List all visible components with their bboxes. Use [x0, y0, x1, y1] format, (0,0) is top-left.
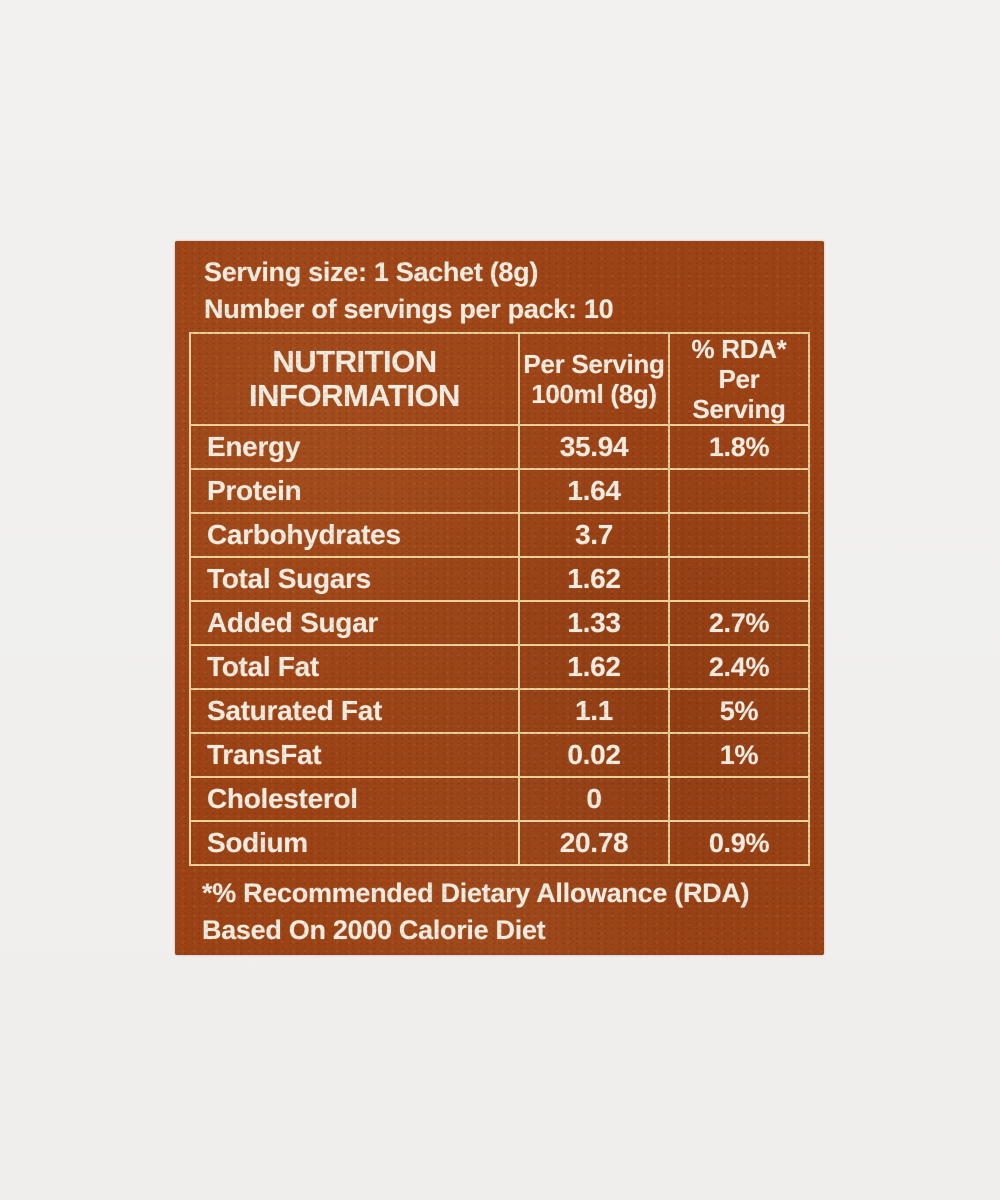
nutrient-value: 3.7: [520, 514, 670, 556]
serving-size-text: Serving size: 1 Sachet (8g): [204, 257, 539, 287]
servings-per-pack-text: Number of servings per pack: 10: [204, 294, 614, 324]
nutrient-rda: 0.9%: [708, 827, 770, 858]
nutrient-value: 0: [520, 778, 670, 820]
table-row-energy: Energy 35.94 1.8%: [191, 426, 808, 470]
table-row-added-sugar: Added Sugar 1.33 2.7%: [191, 602, 808, 646]
nutrition-label: Serving size: 1 Sachet (8g) Number of se…: [175, 241, 824, 955]
header-per-serving: Per Serving 100ml (8g): [520, 334, 670, 424]
nutrient-value: 0.02: [520, 734, 670, 776]
nutrient-value: 1.1: [520, 690, 670, 732]
nutrient-name: Carbohydrates: [191, 514, 520, 556]
nutrition-table: NUTRITION INFORMATION Per Serving 100ml …: [189, 332, 810, 866]
table-row-carbohydrates: Carbohydrates 3.7: [191, 514, 808, 558]
nutrient-rda: [670, 514, 808, 556]
nutrient-name: Total Fat: [191, 646, 520, 688]
nutrient-rda: 1.8%: [708, 431, 770, 462]
header-col2-line2: 100ml (8g): [531, 379, 657, 409]
nutrient-name: Added Sugar: [191, 602, 520, 644]
table-row-protein: Protein 1.64: [191, 470, 808, 514]
nutrient-value: 35.94: [520, 426, 670, 468]
nutrient-name: Cholesterol: [191, 778, 520, 820]
table-row-sodium: Sodium 20.78 0.9%: [191, 822, 808, 864]
table-row-total-sugars: Total Sugars 1.62: [191, 558, 808, 602]
header-nutrition-information: NUTRITION INFORMATION: [191, 334, 520, 424]
nutrient-name: Sodium: [191, 822, 520, 864]
nutrient-value: 1.62: [520, 558, 670, 600]
table-row-total-fat: Total Fat 1.62 2.4%: [191, 646, 808, 690]
header-rda: % RDA* Per Serving: [670, 334, 808, 424]
table-row-saturated-fat: Saturated Fat 1.1 5%: [191, 690, 808, 734]
table-row-transfat: TransFat 0.02 1%: [191, 734, 808, 778]
nutrient-name: Energy: [191, 426, 520, 468]
table-row-cholesterol: Cholesterol 0: [191, 778, 808, 822]
nutrient-rda: 1%: [719, 739, 759, 770]
nutrient-value: 1.64: [520, 470, 670, 512]
header-col1-line1: NUTRITION: [272, 344, 437, 379]
nutrient-rda: [670, 470, 808, 512]
header-col3-line2: Per Serving: [692, 364, 786, 424]
nutrient-name: Total Sugars: [191, 558, 520, 600]
nutrient-rda: 5%: [719, 695, 759, 726]
nutrient-rda: 2.7%: [708, 607, 770, 638]
header-col2-line1: Per Serving: [523, 349, 665, 379]
footnote-line1: *% Recommended Dietary Allowance (RDA): [202, 878, 750, 908]
nutrient-rda: [670, 558, 808, 600]
nutrient-rda: 2.4%: [708, 651, 770, 682]
nutrient-name: Saturated Fat: [191, 690, 520, 732]
nutrient-value: 1.33: [520, 602, 670, 644]
rda-footnote: *% Recommended Dietary Allowance (RDA) B…: [202, 875, 750, 949]
nutrient-name: Protein: [191, 470, 520, 512]
nutrient-rda: [670, 778, 808, 820]
serving-info: Serving size: 1 Sachet (8g) Number of se…: [204, 254, 614, 328]
table-header-row: NUTRITION INFORMATION Per Serving 100ml …: [191, 334, 808, 426]
nutrient-name: TransFat: [191, 734, 520, 776]
header-col3-line1: % RDA*: [691, 334, 787, 364]
nutrient-value: 20.78: [520, 822, 670, 864]
nutrient-value: 1.62: [520, 646, 670, 688]
header-col1-line2: INFORMATION: [249, 378, 460, 413]
footnote-line2: Based On 2000 Calorie Diet: [202, 915, 546, 945]
